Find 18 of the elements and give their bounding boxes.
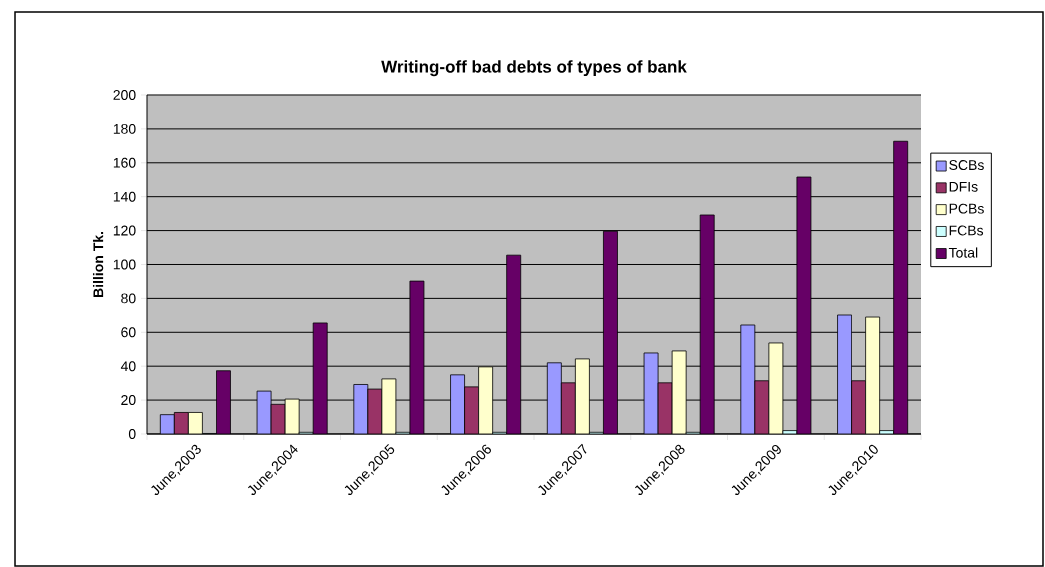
y-tick-label: 180 [113, 123, 136, 134]
chart-title: Writing-off bad debts of types of bank [381, 60, 687, 77]
legend-label: FCBs [949, 225, 984, 236]
legend-label: DFIs [949, 181, 978, 192]
y-tick-label: 60 [121, 327, 136, 338]
y-tick-label: 40 [120, 361, 136, 372]
y-tick-label: 80 [121, 293, 136, 304]
y-tick-label: 200 [113, 90, 136, 100]
y-tick-label: 140 [113, 191, 136, 202]
legend-label: SCBs [949, 160, 984, 171]
y-tick-label: 0 [128, 429, 136, 439]
y-tick-label: 100 [113, 259, 136, 270]
y-tick-label: 120 [113, 225, 136, 236]
y-axis-title: Billion Tk. [92, 232, 104, 297]
legend-label: Total [948, 247, 978, 258]
y-tick-label: 20 [121, 395, 136, 406]
legend-label: PCBs [949, 203, 984, 214]
y-tick-label: 160 [113, 157, 136, 168]
